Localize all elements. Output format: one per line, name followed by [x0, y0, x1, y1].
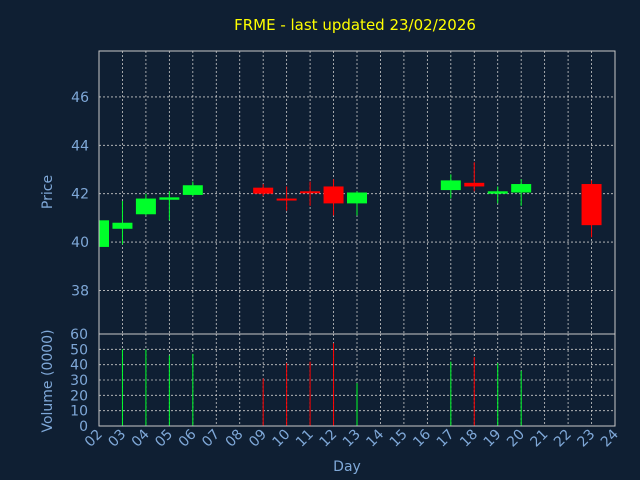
volume-axis-label: Volume (0000) [40, 329, 56, 432]
price-tick-label: 46 [71, 90, 89, 106]
candle-body [253, 187, 274, 194]
volume-tick-label: 30 [70, 373, 88, 389]
candle-body [276, 198, 297, 201]
candle-body [581, 184, 602, 226]
volume-tick-label: 50 [70, 342, 88, 358]
x-axis-label: Day [333, 459, 361, 475]
x-axis-ticks: 02 03 04 05 06 07 08 09 10 11 12 13 14 15 16 17 18 19 20 21… [82, 426, 622, 450]
price-tick-label: 38 [71, 283, 89, 299]
candle-body [300, 191, 321, 194]
candle-body [99, 220, 109, 247]
candle-body [159, 197, 180, 200]
price-tick-label: 44 [71, 138, 89, 154]
volume-bars [121, 343, 522, 426]
price-axis-ticks: 38 40 42 44 46 [71, 90, 89, 300]
price-axis-label: Price [40, 175, 56, 209]
candle-body [323, 186, 344, 204]
candle-body [135, 198, 156, 215]
volume-tick-label: 10 [70, 404, 88, 420]
volume-tick-label: 60 [70, 327, 88, 343]
candle-body [112, 222, 133, 229]
candle-body [464, 182, 485, 187]
price-tick-label: 40 [71, 235, 89, 251]
candles [98, 162, 602, 247]
candle-body [487, 191, 508, 194]
volume-panel-frame [98, 333, 616, 427]
volume-tick-label: 40 [70, 358, 88, 374]
candle-body [511, 184, 532, 193]
candle-body [347, 192, 367, 204]
price-tick-label: 42 [71, 187, 89, 203]
volume-tick-label: 20 [70, 388, 88, 404]
candle-body [182, 185, 203, 195]
candle-body [440, 180, 461, 191]
chart-title: FRME - last updated 23/02/2026 [234, 16, 476, 34]
volume-tick-label: 0 [79, 419, 88, 435]
